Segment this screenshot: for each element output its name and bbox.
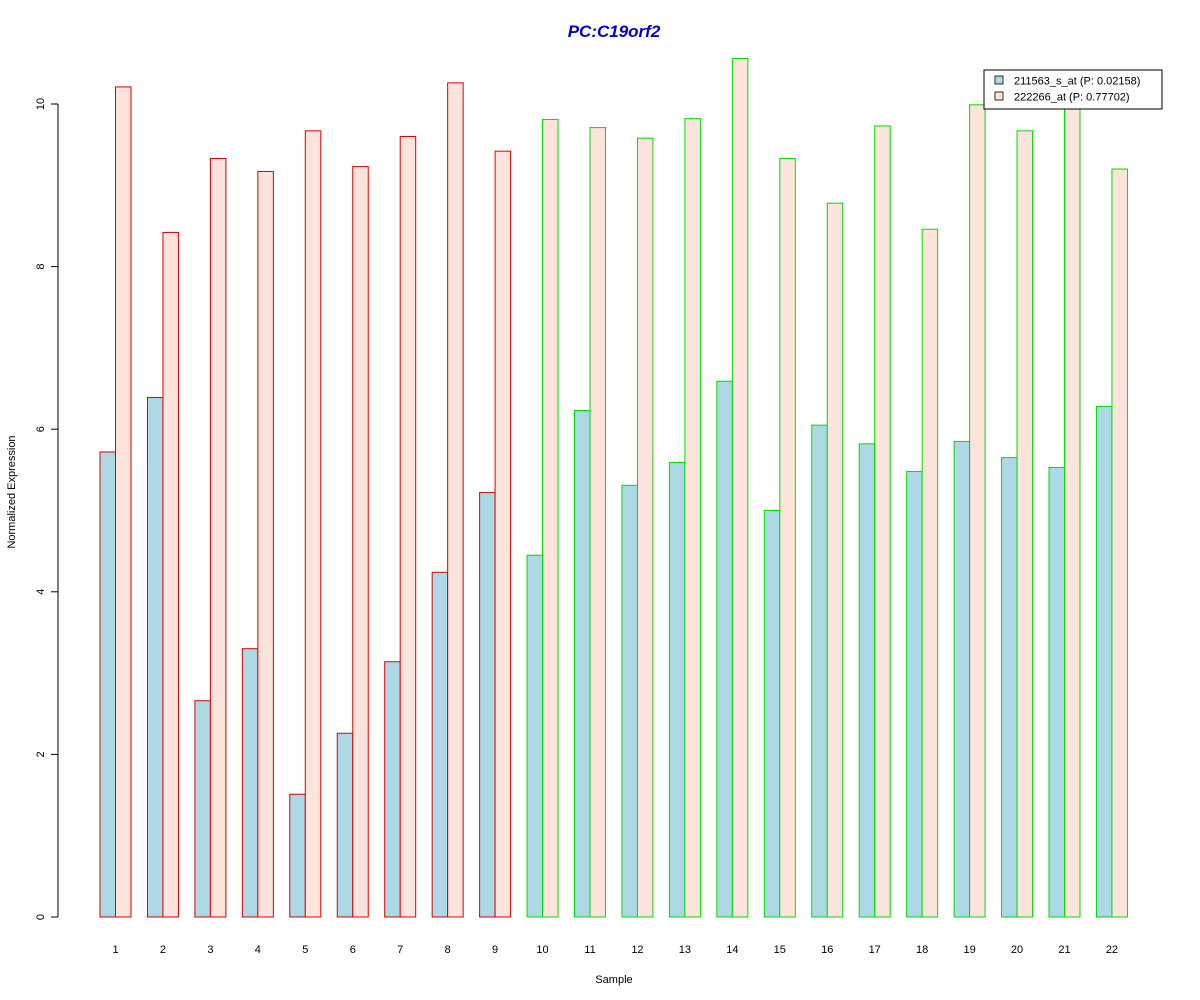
y-tick-label: 10 bbox=[35, 98, 47, 110]
bar-211563-s-at-sample-22 bbox=[1095, 405, 1113, 918]
x-tick-label: 19 bbox=[963, 944, 975, 956]
bar-222266-at-sample-11 bbox=[589, 127, 606, 918]
bar-211563-s-at-sample-12 bbox=[621, 484, 638, 918]
bar-211563-s-at-sample-10 bbox=[526, 554, 544, 918]
y-tick-label: 6 bbox=[35, 426, 47, 432]
x-tick-label: 14 bbox=[726, 944, 738, 956]
x-tick-label: 17 bbox=[869, 944, 881, 956]
chart-title: PC:C19orf2 bbox=[568, 22, 661, 41]
bar-222266-at-sample-20 bbox=[1016, 130, 1034, 918]
x-tick-label: 22 bbox=[1106, 944, 1118, 956]
bar-211563-s-at-sample-1 bbox=[99, 451, 116, 918]
x-tick-label: 13 bbox=[679, 944, 691, 956]
y-axis: 0 2 4 6 8 10 bbox=[35, 98, 59, 920]
x-tick-label: 8 bbox=[445, 944, 451, 956]
x-tick-label: 3 bbox=[207, 944, 213, 956]
y-tick-label: 0 bbox=[35, 914, 47, 920]
x-tick-label: 18 bbox=[916, 944, 928, 956]
bar-222266-at-sample-14 bbox=[731, 57, 749, 918]
bar-222266-at-sample-8 bbox=[447, 82, 464, 918]
bar-211563-s-at-sample-13 bbox=[668, 462, 686, 918]
y-tick-label: 4 bbox=[35, 589, 47, 595]
x-tick-label: 16 bbox=[821, 944, 833, 956]
x-tick-label: 20 bbox=[1011, 944, 1023, 956]
bar-222266-at-sample-10 bbox=[542, 118, 559, 918]
x-tick-label: 6 bbox=[350, 944, 356, 956]
x-tick-label: 11 bbox=[584, 944, 595, 956]
x-tick-label: 12 bbox=[631, 944, 643, 956]
bar-222266-at-sample-9 bbox=[494, 150, 512, 918]
x-tick-label: 10 bbox=[536, 944, 548, 956]
bar-211563-s-at-sample-4 bbox=[241, 648, 259, 918]
y-axis-label: Normalized Expression bbox=[6, 435, 18, 548]
bar-211563-s-at-sample-9 bbox=[479, 492, 496, 918]
bar-222266-at-sample-16 bbox=[826, 202, 844, 918]
bar-211563-s-at-sample-15 bbox=[763, 510, 781, 918]
x-tick-label: 21 bbox=[1058, 944, 1070, 956]
bar-211563-s-at-sample-21 bbox=[1048, 466, 1065, 918]
legend-label-222266-at: 222266_at (P: 0.77702) bbox=[1014, 92, 1130, 104]
x-tick-label: 1 bbox=[112, 944, 118, 956]
bar-211563-s-at-sample-6 bbox=[336, 732, 354, 918]
legend-label-211563-s-at: 211563_s_at (P: 0.02158) bbox=[1014, 76, 1140, 88]
bar-222266-at-sample-21 bbox=[1064, 102, 1081, 918]
legend-box bbox=[983, 69, 1163, 110]
bar-211563-s-at-sample-8 bbox=[431, 571, 449, 918]
y-tick-label: 2 bbox=[35, 751, 47, 757]
bar-211563-s-at-sample-20 bbox=[1001, 457, 1018, 918]
bar-222266-at-sample-4 bbox=[257, 170, 274, 918]
bar-222266-at-sample-17 bbox=[874, 125, 891, 918]
bar-222266-at-sample-6 bbox=[352, 166, 369, 918]
bar-222266-at-sample-19 bbox=[969, 104, 986, 918]
bar-211563-s-at-sample-11 bbox=[574, 410, 591, 918]
x-tick-label: 7 bbox=[397, 944, 403, 956]
bar-211563-s-at-sample-14 bbox=[716, 380, 733, 918]
x-tick-label: 5 bbox=[302, 944, 308, 956]
bar-222266-at-sample-18 bbox=[921, 228, 939, 918]
x-axis-label: Sample bbox=[595, 974, 632, 986]
bar-222266-at-sample-1 bbox=[115, 86, 132, 918]
bar-211563-s-at-sample-3 bbox=[194, 700, 211, 918]
bar-211563-s-at-sample-17 bbox=[858, 443, 876, 918]
y-tick-label: 8 bbox=[35, 264, 47, 270]
bar-222266-at-sample-13 bbox=[684, 118, 701, 918]
x-tick-label: 15 bbox=[774, 944, 786, 956]
bars bbox=[99, 57, 1128, 918]
bar-222266-at-sample-12 bbox=[636, 137, 654, 918]
bar-222266-at-sample-22 bbox=[1111, 168, 1128, 918]
bar-211563-s-at-sample-7 bbox=[384, 661, 401, 918]
bar-211563-s-at-sample-2 bbox=[146, 396, 164, 918]
legend-swatch-222266-at bbox=[994, 91, 1004, 101]
bar-222266-at-sample-5 bbox=[304, 130, 322, 918]
legend: 211563_s_at (P: 0.02158) 222266_at (P: 0… bbox=[983, 69, 1163, 110]
bar-222266-at-sample-15 bbox=[779, 157, 796, 918]
legend-swatch-211563-s-at bbox=[994, 75, 1004, 85]
x-tick-label: 9 bbox=[492, 944, 498, 956]
x-tick-labels: 1 2 3 4 5 6 7 8 9 10 11 12 13 14 15 16 17 18 19 20 21 22 bbox=[112, 944, 1118, 956]
bar-211563-s-at-sample-18 bbox=[906, 470, 923, 918]
bar-222266-at-sample-2 bbox=[162, 231, 179, 918]
x-tick-label: 2 bbox=[160, 944, 166, 956]
bar-222266-at-sample-7 bbox=[399, 136, 417, 918]
bar-211563-s-at-sample-16 bbox=[811, 424, 828, 918]
bar-211563-s-at-sample-19 bbox=[953, 440, 971, 918]
x-tick-label: 4 bbox=[255, 944, 261, 956]
bar-222266-at-sample-3 bbox=[209, 157, 227, 918]
bar-211563-s-at-sample-5 bbox=[289, 793, 306, 918]
